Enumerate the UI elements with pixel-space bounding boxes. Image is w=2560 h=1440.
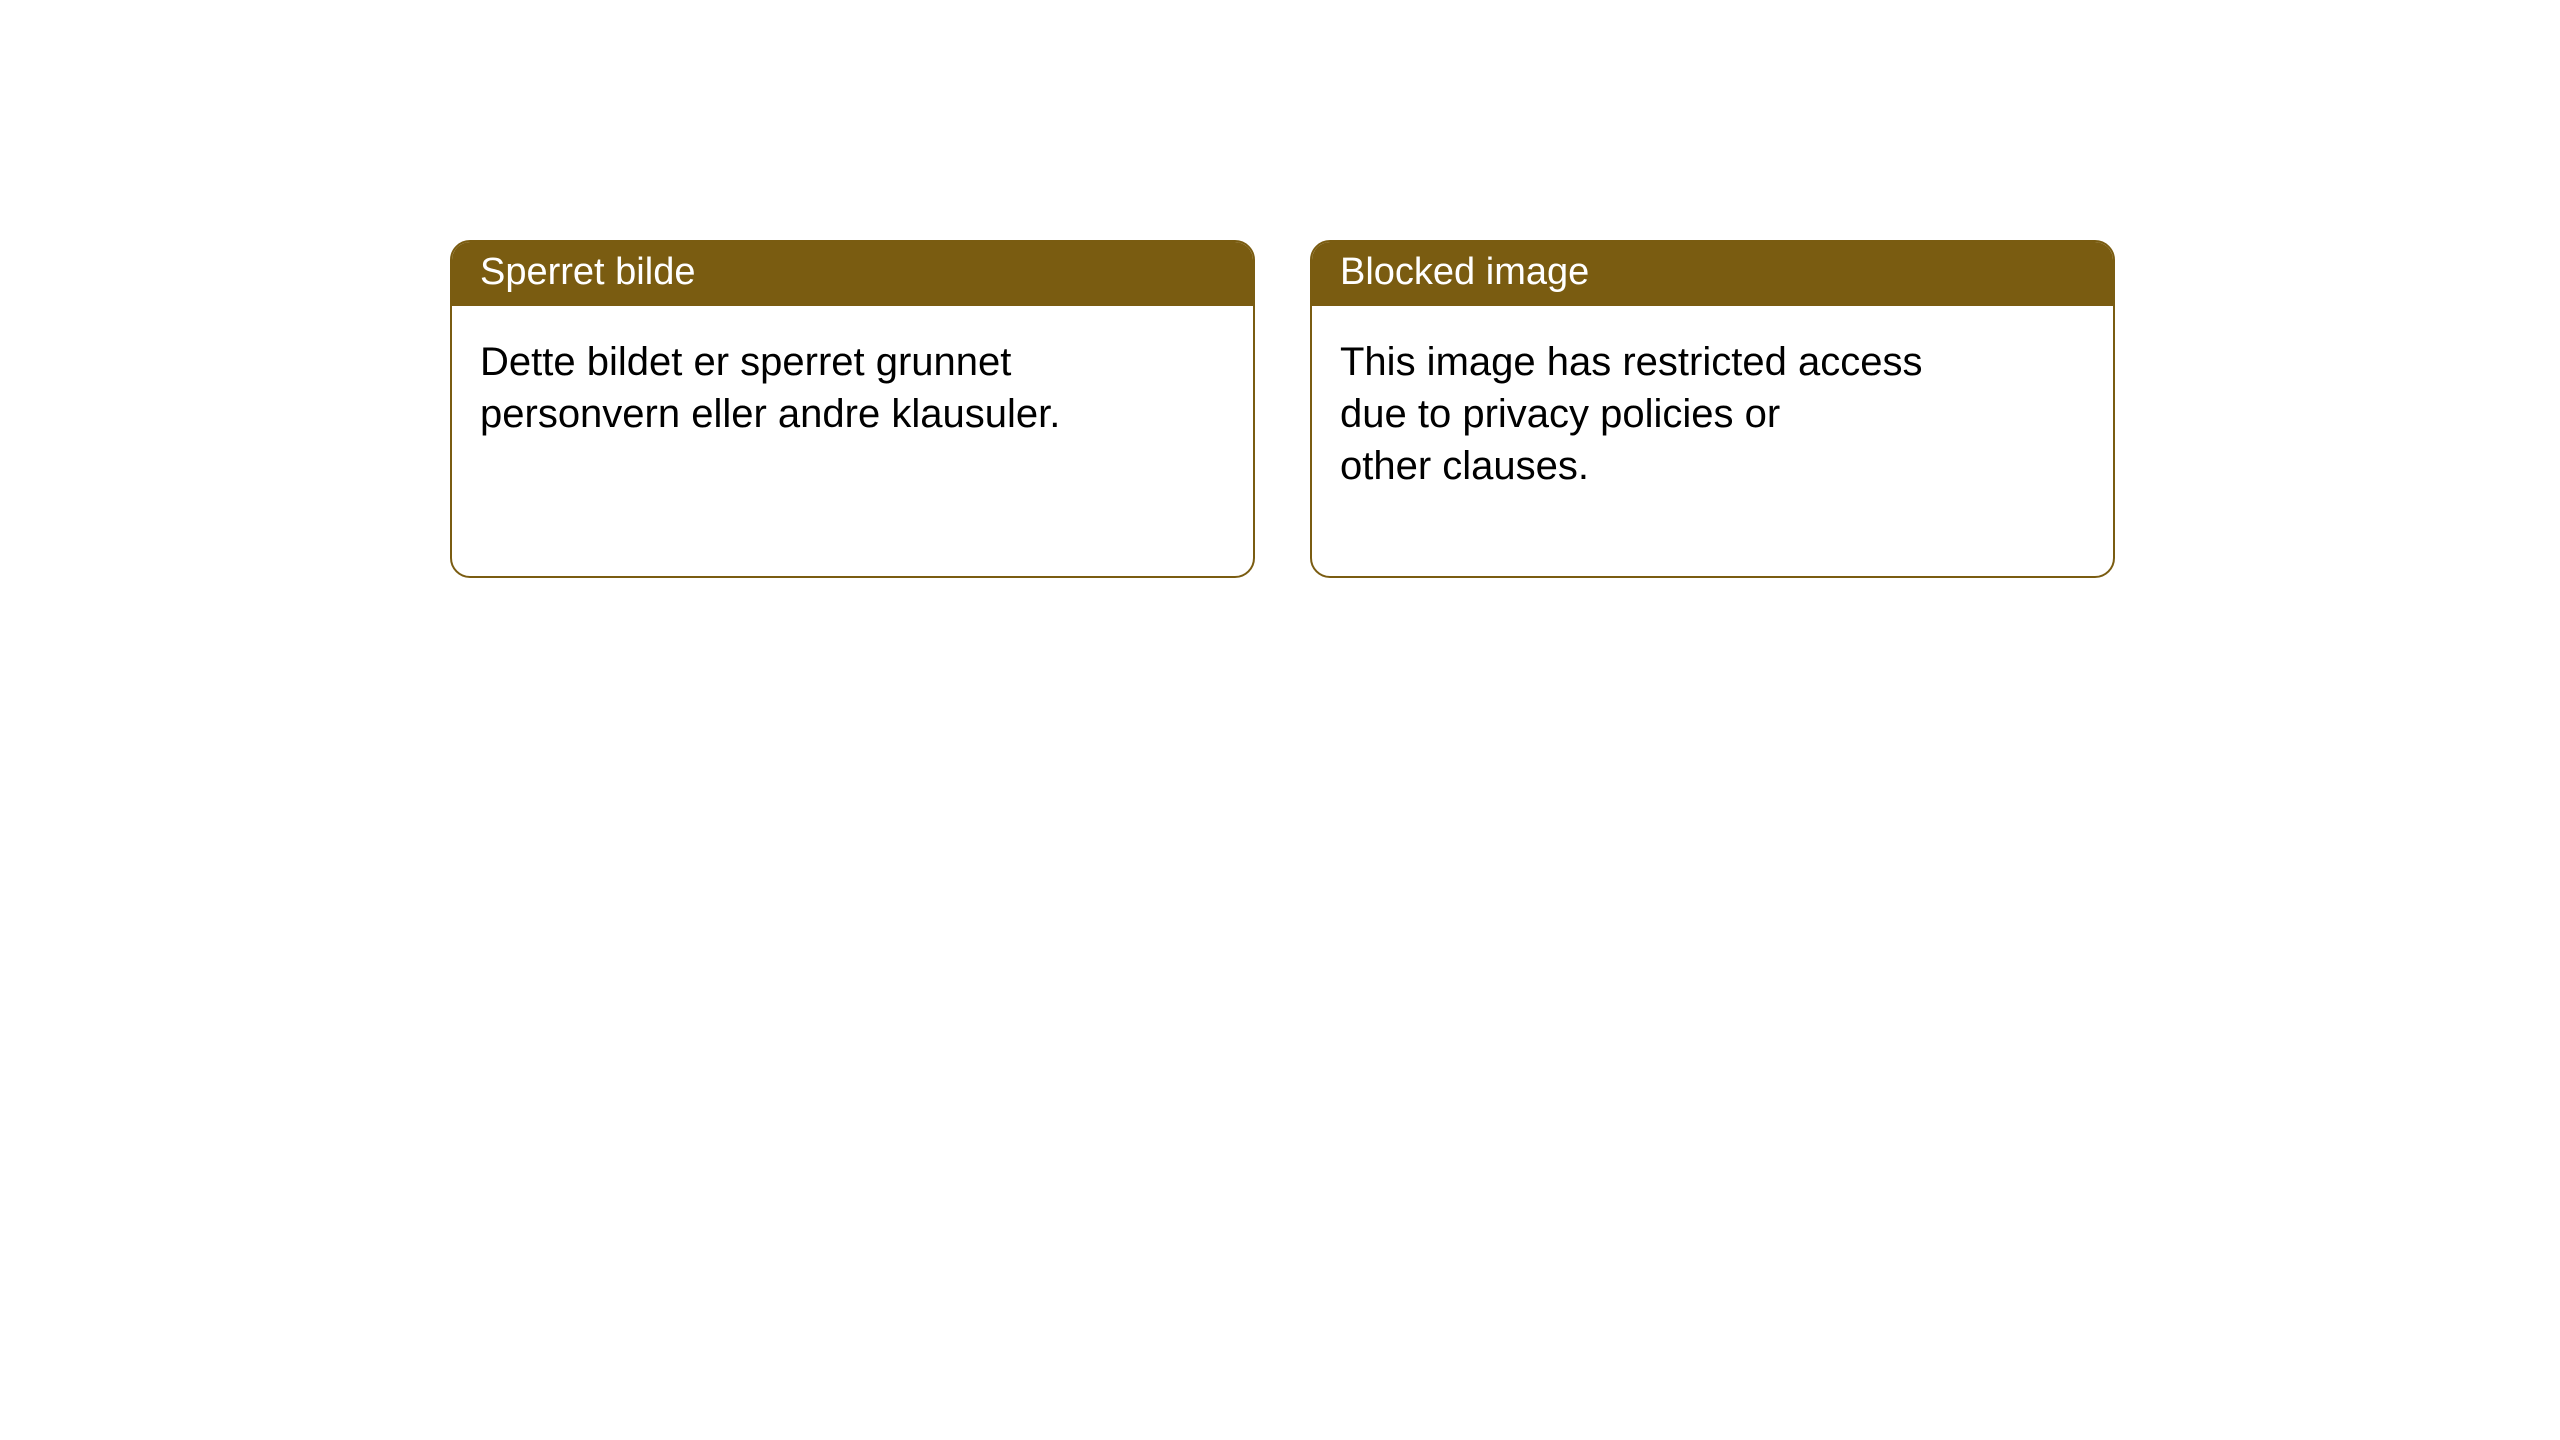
card-header-text-en: Blocked image bbox=[1340, 251, 1589, 293]
card-body-line: personvern eller andre klausuler. bbox=[480, 388, 1225, 440]
card-header-en: Blocked image bbox=[1312, 242, 2113, 306]
card-body-en: This image has restricted access due to … bbox=[1312, 306, 2113, 522]
card-header-no: Sperret bilde bbox=[452, 242, 1253, 306]
card-body-line: other clauses. bbox=[1340, 440, 2085, 492]
card-body-line: Dette bildet er sperret grunnet bbox=[480, 336, 1225, 388]
card-header-text-no: Sperret bilde bbox=[480, 251, 695, 293]
notice-container: Sperret bilde Dette bildet er sperret gr… bbox=[0, 0, 2560, 578]
blocked-image-card-en: Blocked image This image has restricted … bbox=[1310, 240, 2115, 578]
card-body-no: Dette bildet er sperret grunnet personve… bbox=[452, 306, 1253, 470]
blocked-image-card-no: Sperret bilde Dette bildet er sperret gr… bbox=[450, 240, 1255, 578]
card-body-line: This image has restricted access bbox=[1340, 336, 2085, 388]
card-body-line: due to privacy policies or bbox=[1340, 388, 2085, 440]
